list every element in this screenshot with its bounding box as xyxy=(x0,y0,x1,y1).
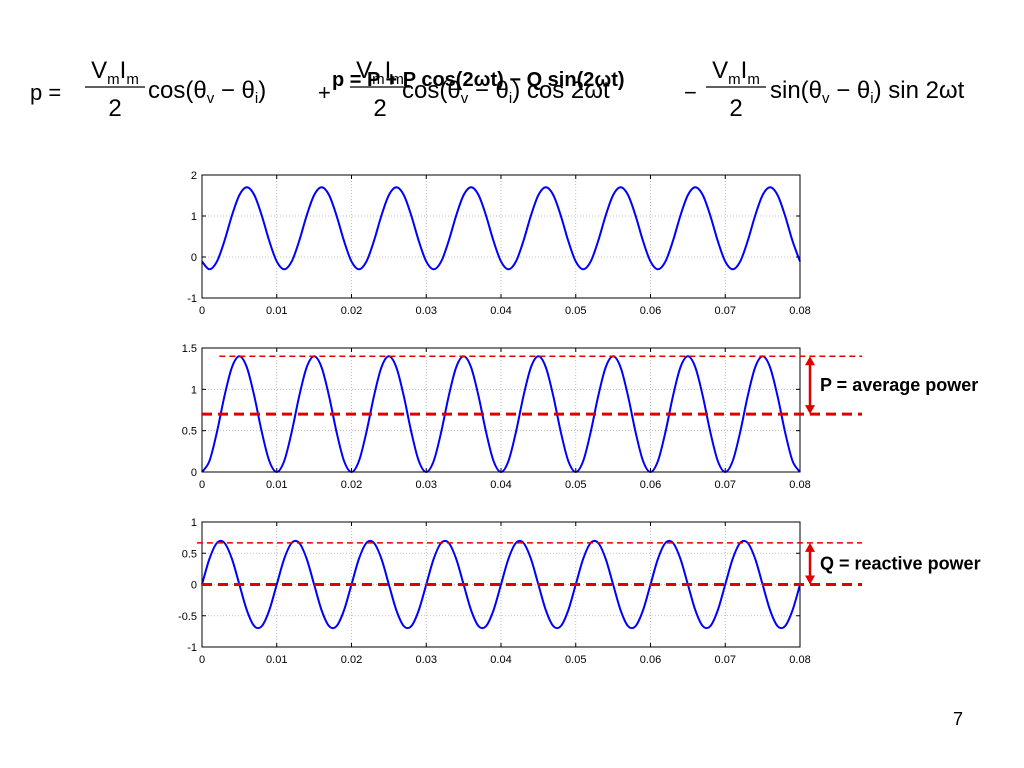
formula-numerator: VmIm xyxy=(712,57,760,88)
formula-denominator: 2 xyxy=(729,95,742,122)
y-tick-label: 0.5 xyxy=(182,426,197,438)
x-tick-label: 0 xyxy=(199,654,205,666)
formula-numerator: VmIm xyxy=(356,57,404,88)
expression-text: − θ xyxy=(468,77,509,104)
formula-sign: − xyxy=(684,80,697,105)
x-tick-label: 0.03 xyxy=(416,654,437,666)
x-tick-label: 0.02 xyxy=(341,305,362,317)
arrow-head xyxy=(805,356,815,366)
y-tick-label: 2 xyxy=(191,170,197,182)
expression-text: cos(θ xyxy=(402,77,461,104)
formula-expression: cos(θv − θi) cos 2ωt xyxy=(402,77,610,107)
expression-subscript: i xyxy=(255,90,258,107)
axes-frame xyxy=(201,347,801,473)
arrow-head xyxy=(805,405,815,415)
formula-denominator: 2 xyxy=(373,95,386,122)
reference-label: Q = reactive power xyxy=(820,554,981,574)
x-tick-label: 0 xyxy=(199,479,205,491)
x-tick-label: 0.04 xyxy=(490,654,511,666)
expression-text: ) sin 2ωt xyxy=(874,77,965,104)
formula-numerator: VmIm xyxy=(91,57,139,88)
x-tick-label: 0.08 xyxy=(789,654,810,666)
formula-lhs: p = xyxy=(30,80,61,105)
arrow-head xyxy=(805,542,815,552)
expression-text: ) cos 2ωt xyxy=(512,77,610,104)
data-line xyxy=(201,186,801,271)
plot-area xyxy=(202,348,800,472)
y-tick-label: -1 xyxy=(187,642,197,654)
numerator-subscript: m xyxy=(372,71,385,88)
y-tick-label: -0.5 xyxy=(178,611,197,623)
expression-subscript: i xyxy=(870,90,873,107)
x-tick-label: 0.06 xyxy=(640,479,661,491)
formula-overlay: p = P + P cos(2ωt) − Q sin(2ωt) xyxy=(332,69,625,91)
formula-denominator: 2 xyxy=(108,95,121,122)
y-tick-label: 1 xyxy=(191,211,197,223)
x-tick-label: 0.07 xyxy=(715,654,736,666)
x-tick-label: 0.01 xyxy=(266,654,287,666)
formula-expression: cos(θv − θi) xyxy=(148,77,266,107)
x-tick-label: 0.02 xyxy=(341,654,362,666)
expression-text: − θ xyxy=(214,77,255,104)
y-tick-label: 1 xyxy=(191,384,197,396)
numerator-subscript: m xyxy=(107,71,120,88)
data-line xyxy=(201,539,801,630)
numerator-symbol: I xyxy=(741,57,748,84)
expression-subscript: v xyxy=(207,90,215,107)
expression-subscript: i xyxy=(509,90,512,107)
x-tick-label: 0 xyxy=(199,305,205,317)
expression-text: ) xyxy=(258,77,266,104)
x-tick-label: 0.08 xyxy=(789,305,810,317)
numerator-subscript: m xyxy=(126,71,139,88)
expression-text: sin(θ xyxy=(770,77,822,104)
y-tick-label: 0 xyxy=(191,580,197,592)
numerator-subscript: m xyxy=(391,71,404,88)
x-tick-label: 0.08 xyxy=(789,479,810,491)
x-tick-label: 0.03 xyxy=(416,305,437,317)
x-tick-label: 0.02 xyxy=(341,479,362,491)
numerator-subscript: m xyxy=(747,71,760,88)
expression-text: − θ xyxy=(830,77,871,104)
formula-expression: sin(θv − θi) sin 2ωt xyxy=(770,77,965,107)
numerator-symbol: V xyxy=(356,57,372,84)
x-tick-label: 0.01 xyxy=(266,479,287,491)
y-tick-label: 1 xyxy=(191,517,197,529)
y-tick-label: 1.5 xyxy=(182,343,197,355)
numerator-symbol: V xyxy=(91,57,107,84)
formula-sign: + xyxy=(318,80,331,105)
x-tick-label: 0.03 xyxy=(416,479,437,491)
expression-subscript: v xyxy=(822,90,830,107)
x-tick-label: 0.05 xyxy=(565,654,586,666)
x-tick-label: 0.05 xyxy=(565,479,586,491)
reference-label: P = average power xyxy=(820,375,978,395)
expression-subscript: v xyxy=(461,90,469,107)
x-tick-label: 0.06 xyxy=(640,654,661,666)
axes-frame xyxy=(201,174,801,299)
x-tick-label: 0.04 xyxy=(490,305,511,317)
y-tick-label: 0 xyxy=(191,252,197,264)
x-tick-label: 0.04 xyxy=(490,479,511,491)
numerator-symbol: V xyxy=(712,57,728,84)
y-tick-label: 0 xyxy=(191,467,197,479)
expression-text: cos(θ xyxy=(148,77,207,104)
page-number: 7 xyxy=(953,709,963,729)
numerator-symbol: I xyxy=(120,57,127,84)
numerator-subscript: m xyxy=(728,71,741,88)
x-tick-label: 0.06 xyxy=(640,305,661,317)
x-tick-label: 0.01 xyxy=(266,305,287,317)
arrow-head xyxy=(805,575,815,585)
x-tick-label: 0.07 xyxy=(715,479,736,491)
y-tick-label: 0.5 xyxy=(182,548,197,560)
x-tick-label: 0.07 xyxy=(715,305,736,317)
y-tick-label: -1 xyxy=(187,293,197,305)
numerator-symbol: I xyxy=(385,57,392,84)
x-tick-label: 0.05 xyxy=(565,305,586,317)
